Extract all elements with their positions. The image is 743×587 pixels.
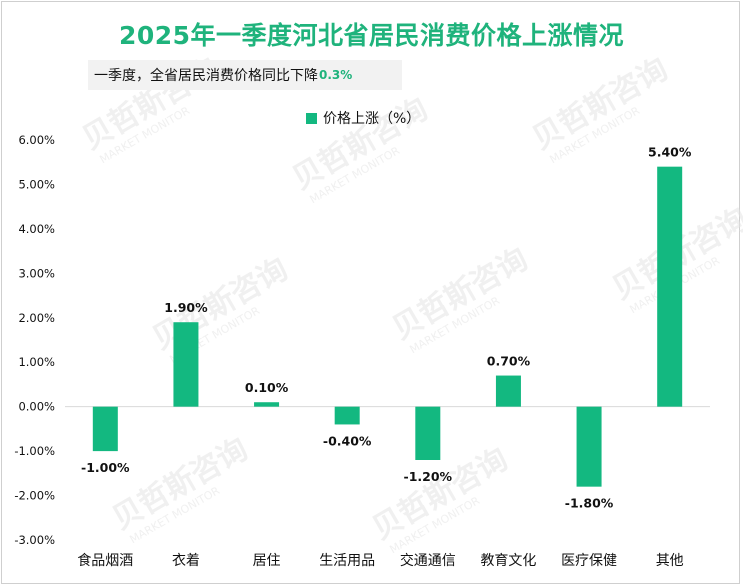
- category-label-5: 教育文化: [480, 553, 536, 569]
- data-label-0: -1.00%: [81, 460, 130, 475]
- bar-0: [92, 406, 118, 452]
- category-label-3: 生活用品: [319, 553, 375, 569]
- chart-title: 2025年一季度河北省居民消费价格上涨情况: [118, 21, 625, 50]
- y-tick-label: 1.00%: [18, 355, 55, 369]
- y-tick-label: 6.00%: [18, 133, 55, 147]
- category-label-4: 交通通信: [400, 552, 456, 569]
- bar-1: [173, 322, 199, 407]
- bar-5: [495, 375, 521, 407]
- y-tick-label: -2.00%: [14, 489, 55, 503]
- category-label-7: 其他: [656, 553, 684, 569]
- bar-2: [254, 402, 280, 407]
- bar-3: [334, 406, 360, 425]
- data-label-6: -1.80%: [565, 496, 614, 511]
- summary-note-text: 一季度，全省居民消费价格同比下降: [94, 68, 318, 84]
- bar-7: [657, 166, 683, 407]
- category-label-2: 居住: [253, 553, 281, 569]
- legend: 价格上涨（%）: [306, 108, 420, 128]
- legend-label: 价格上涨（%）: [323, 111, 421, 127]
- bar-6: [576, 406, 602, 487]
- y-tick-label: 3.00%: [18, 266, 55, 280]
- y-tick-label: 4.00%: [18, 222, 55, 236]
- y-tick-label: 2.00%: [18, 311, 55, 325]
- y-tick-label: -3.00%: [14, 533, 55, 547]
- category-label-1: 衣着: [172, 553, 200, 569]
- data-label-2: 0.10%: [245, 380, 289, 395]
- data-label-5: 0.70%: [487, 354, 531, 369]
- data-label-1: 1.90%: [164, 300, 208, 315]
- legend-swatch: [306, 112, 317, 124]
- bar-4: [415, 406, 441, 460]
- data-label-4: -1.20%: [404, 469, 453, 484]
- summary-note: 一季度，全省居民消费价格同比下降 0.3%: [88, 60, 402, 90]
- category-label-0: 食品烟酒: [77, 552, 133, 569]
- y-tick-label: 0.00%: [18, 400, 55, 414]
- y-tick-label: -1.00%: [14, 444, 55, 458]
- summary-note-value: 0.3%: [319, 68, 353, 82]
- y-tick-label: 5.00%: [18, 177, 55, 191]
- data-label-3: -0.40%: [323, 433, 372, 448]
- data-label-7: 5.40%: [648, 145, 692, 160]
- category-label-6: 医疗保健: [561, 553, 617, 569]
